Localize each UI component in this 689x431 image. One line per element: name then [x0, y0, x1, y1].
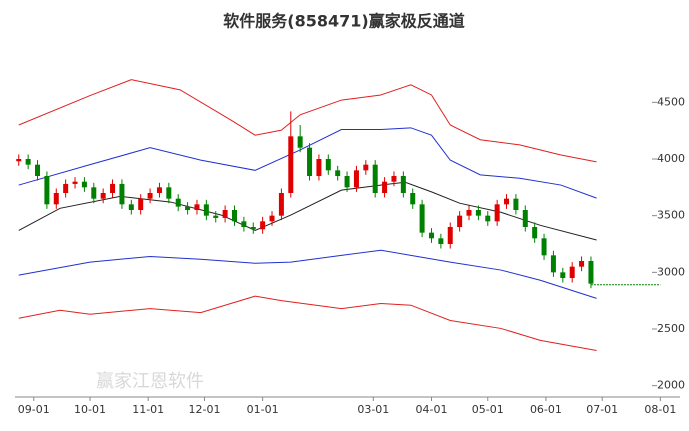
candle-body: [485, 215, 491, 222]
candle-body: [419, 204, 425, 233]
channel-line: [18, 79, 597, 163]
candle-body: [457, 215, 463, 227]
candle-body: [541, 238, 547, 256]
candle-body: [175, 198, 181, 207]
x-tick-label: 06-01: [530, 403, 562, 416]
y-tick-label: 2500: [657, 322, 685, 335]
candle-body: [156, 187, 162, 193]
candle-body: [363, 164, 369, 171]
candle-body: [16, 159, 22, 162]
x-tick-label: 03-01: [357, 403, 389, 416]
candle-body: [569, 266, 575, 278]
x-tick-label: 05-01: [472, 403, 504, 416]
candle-body: [44, 176, 50, 205]
candle-body: [579, 261, 585, 267]
candle-body: [307, 147, 313, 176]
candle-body: [372, 164, 378, 193]
candle-body: [91, 187, 97, 199]
candle-body: [25, 159, 31, 165]
candle-body: [147, 193, 153, 199]
candle-body: [194, 204, 200, 210]
candle-body: [128, 204, 134, 210]
candle-body: [269, 215, 275, 222]
channel-line: [18, 181, 597, 241]
candle-body: [110, 183, 116, 193]
candle-body: [138, 198, 144, 210]
candle-body: [532, 227, 538, 239]
y-tick-label: 4000: [657, 152, 685, 165]
candle-body: [53, 193, 59, 205]
candle-body: [288, 136, 294, 193]
candle-body: [550, 255, 556, 273]
x-tick-label: 09-01: [18, 403, 50, 416]
candle-body: [438, 238, 444, 244]
y-tick-label: 3500: [657, 209, 685, 222]
candle-body: [353, 170, 359, 188]
x-tick-label: 07-01: [586, 403, 618, 416]
candle-body: [588, 261, 594, 284]
candle-body: [241, 221, 247, 227]
candle-body: [278, 193, 284, 216]
candle-body: [100, 193, 106, 199]
candle-body: [475, 210, 481, 216]
candle-body: [260, 221, 266, 230]
candle-body: [222, 210, 228, 218]
x-tick-label: 11-01: [132, 403, 164, 416]
channel-line: [18, 249, 597, 299]
candle-body: [504, 198, 510, 205]
y-tick-label: 3000: [657, 265, 685, 278]
candle-body: [391, 176, 397, 182]
candle-body: [494, 204, 500, 222]
candle-body: [250, 227, 256, 230]
watermark: 赢家江恩软件: [96, 370, 204, 392]
candle-body: [400, 176, 406, 193]
candle-body: [316, 159, 322, 176]
candle-body: [231, 210, 237, 222]
candle-body: [63, 183, 69, 193]
x-tick-label: 12-01: [188, 403, 220, 416]
candle-body: [410, 193, 416, 205]
x-tick-label: 10-01: [74, 403, 106, 416]
candle-body: [35, 164, 41, 176]
candle-body: [166, 187, 172, 199]
candle-body: [325, 159, 331, 171]
candle-body: [203, 204, 209, 216]
candle-body: [560, 272, 566, 278]
candle-body: [382, 181, 388, 193]
candle-body: [522, 210, 528, 227]
channel-line: [18, 127, 597, 199]
x-tick-label: 08-01: [644, 403, 676, 416]
y-tick-label: 4500: [657, 95, 685, 108]
chart-title: 软件服务(858471)赢家极反通道: [223, 12, 464, 31]
candle-body: [213, 215, 219, 218]
candle-body: [428, 232, 434, 239]
candle-body: [466, 210, 472, 216]
x-tick-label: 01-01: [247, 403, 279, 416]
x-tick-label: 04-01: [416, 403, 448, 416]
candle-body: [81, 181, 87, 188]
candle-body: [72, 181, 78, 184]
candle-body: [335, 170, 341, 176]
candle-body: [344, 176, 350, 188]
candle-body: [119, 183, 125, 205]
candle-body: [185, 206, 191, 210]
y-tick-label: 2000: [657, 379, 685, 392]
channel-line: [18, 295, 597, 352]
candle-body: [447, 227, 453, 244]
candle-body: [297, 136, 303, 148]
candle-body: [513, 198, 519, 210]
